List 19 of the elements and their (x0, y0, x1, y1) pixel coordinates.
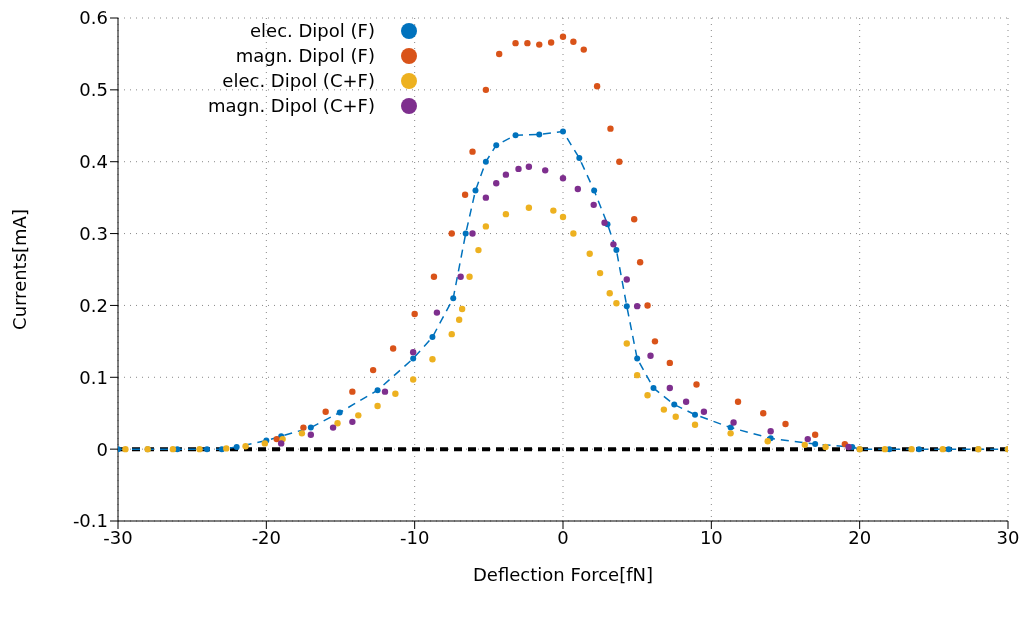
x-tick-label: 20 (848, 526, 872, 548)
legend-label: magn. Dipol (C+F) (208, 94, 375, 118)
y-tick-label: 0.6 (79, 7, 108, 29)
legend-label: elec. Dipol (F) (250, 19, 375, 43)
x-tick-label: 0 (557, 526, 569, 548)
y-tick-label: 0.5 (79, 79, 108, 101)
legend-label: magn. Dipol (F) (235, 44, 375, 68)
x-tick-label: -10 (399, 526, 430, 548)
y-tick-label: 0.3 (79, 222, 108, 244)
x-tick-label: -20 (251, 526, 282, 548)
x-axis-title: Deflection Force[fN] (473, 564, 653, 585)
y-tick-label: 0.2 (79, 294, 108, 316)
x-tick-label: 30 (996, 526, 1020, 548)
y-tick-label: 0.1 (79, 366, 108, 388)
y-axis-title: Currents[mA] (9, 209, 31, 330)
x-tick-label: 10 (699, 526, 723, 548)
y-tick-label: 0.4 (79, 151, 108, 173)
y-tick-label: 0 (96, 438, 108, 460)
legend-label: elec. Dipol (C+F) (222, 69, 375, 93)
